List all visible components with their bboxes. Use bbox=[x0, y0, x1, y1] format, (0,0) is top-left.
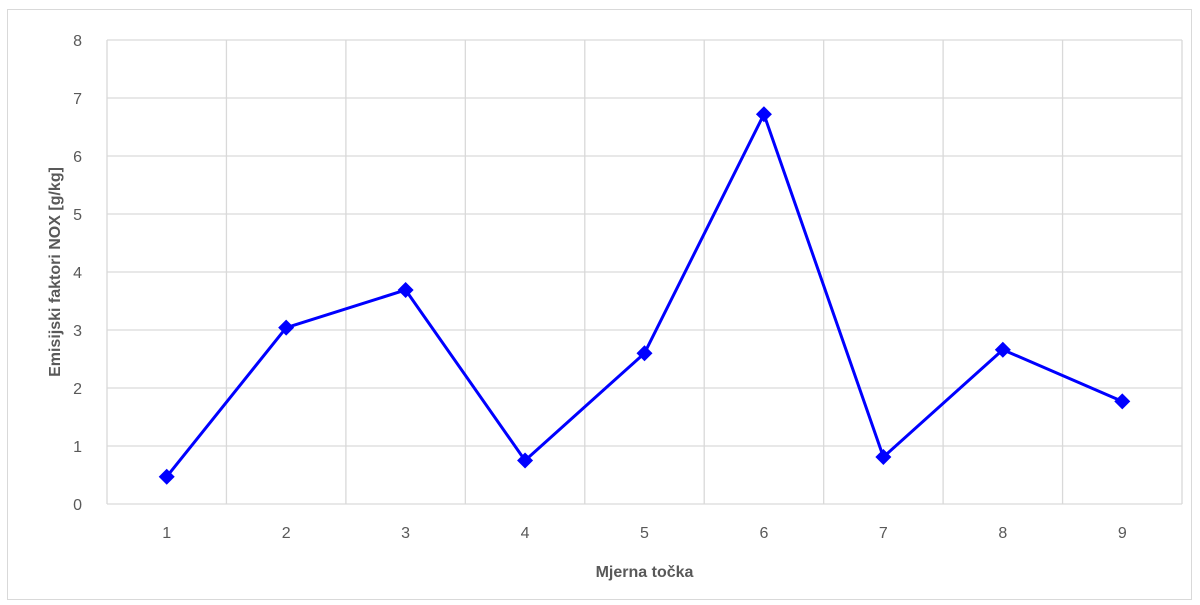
y-tick-label: 2 bbox=[73, 381, 82, 398]
x-tick-label: 1 bbox=[162, 525, 171, 542]
x-tick-label: 8 bbox=[998, 525, 1007, 542]
x-tick-label: 2 bbox=[282, 525, 291, 542]
x-tick-label: 3 bbox=[401, 525, 410, 542]
data-point-diamond bbox=[875, 449, 892, 466]
x-tick-label: 9 bbox=[1118, 525, 1127, 542]
x-tick-label: 7 bbox=[879, 525, 888, 542]
data-point-diamond bbox=[1114, 393, 1131, 410]
y-tick-label: 0 bbox=[73, 497, 82, 514]
y-axis-title: Emisijski faktori NOX [g/kg] bbox=[47, 167, 64, 377]
y-tick-label: 7 bbox=[73, 91, 82, 108]
data-point-diamond bbox=[517, 452, 534, 469]
x-axis-title: Mjerna točka bbox=[596, 564, 694, 581]
data-point-diamond bbox=[636, 345, 653, 362]
x-axis-tick-labels: 1 2 3 4 5 6 7 8 9 bbox=[162, 525, 1127, 542]
y-tick-label: 1 bbox=[73, 439, 82, 456]
data-point-diamond bbox=[397, 281, 414, 298]
y-tick-label: 3 bbox=[73, 323, 82, 340]
x-tick-label: 6 bbox=[759, 525, 768, 542]
data-point-diamond bbox=[994, 341, 1011, 358]
x-tick-label: 4 bbox=[521, 525, 530, 542]
y-tick-label: 5 bbox=[73, 207, 82, 224]
chart-frame bbox=[7, 9, 1192, 600]
data-point-diamond bbox=[158, 468, 175, 485]
data-point-diamond bbox=[278, 319, 295, 336]
data-point-diamond bbox=[755, 106, 772, 123]
x-tick-label: 5 bbox=[640, 525, 649, 542]
series-layer bbox=[158, 106, 1131, 485]
y-tick-label: 4 bbox=[73, 265, 82, 282]
gridlines bbox=[106, 39, 1183, 505]
y-tick-label: 8 bbox=[73, 33, 82, 50]
y-tick-label: 6 bbox=[73, 149, 82, 166]
y-axis-tick-labels: 0 1 2 3 4 5 6 7 8 bbox=[73, 33, 82, 514]
series-line bbox=[165, 112, 1123, 478]
